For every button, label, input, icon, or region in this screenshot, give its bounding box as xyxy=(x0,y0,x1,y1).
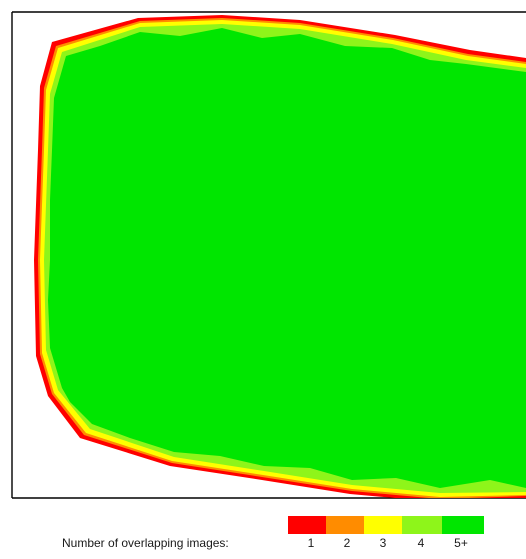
legend-swatch-2 xyxy=(326,516,364,534)
legend-title: Number of overlapping images: xyxy=(62,536,229,550)
legend-swatch-3 xyxy=(364,516,402,534)
legend-value-4: 4 xyxy=(417,536,425,550)
legend-swatch-5plus xyxy=(442,516,484,534)
legend-value-1: 1 xyxy=(307,536,315,550)
legend-swatch-1 xyxy=(288,516,326,534)
legend-value-2: 2 xyxy=(343,536,351,550)
legend-swatches xyxy=(288,516,484,534)
legend-swatch-4 xyxy=(402,516,442,534)
overlap-zone-5plus xyxy=(48,28,526,488)
legend-value-3: 3 xyxy=(379,536,387,550)
coverage-map xyxy=(34,15,526,498)
legend-value-5plus: 5+ xyxy=(454,536,468,550)
